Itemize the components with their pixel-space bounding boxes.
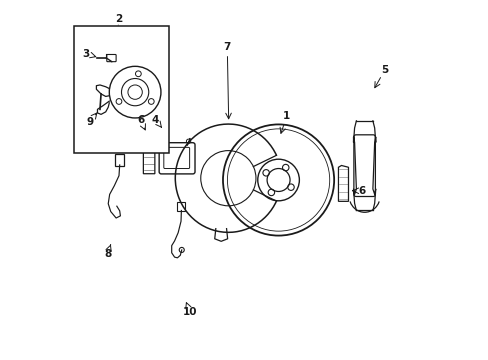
Text: 3: 3 [82, 49, 89, 59]
Bar [74, 26, 169, 153]
Text: 4: 4 [152, 115, 159, 125]
Text: 9: 9 [86, 117, 93, 127]
Text: 2: 2 [114, 14, 122, 24]
Text: 7: 7 [223, 42, 230, 52]
Text: 1: 1 [283, 111, 290, 121]
Text: 6: 6 [137, 115, 144, 125]
Text: 5: 5 [381, 64, 388, 75]
Text: 8: 8 [103, 248, 111, 258]
Text: 6: 6 [358, 186, 365, 196]
Text: 10: 10 [183, 307, 197, 317]
